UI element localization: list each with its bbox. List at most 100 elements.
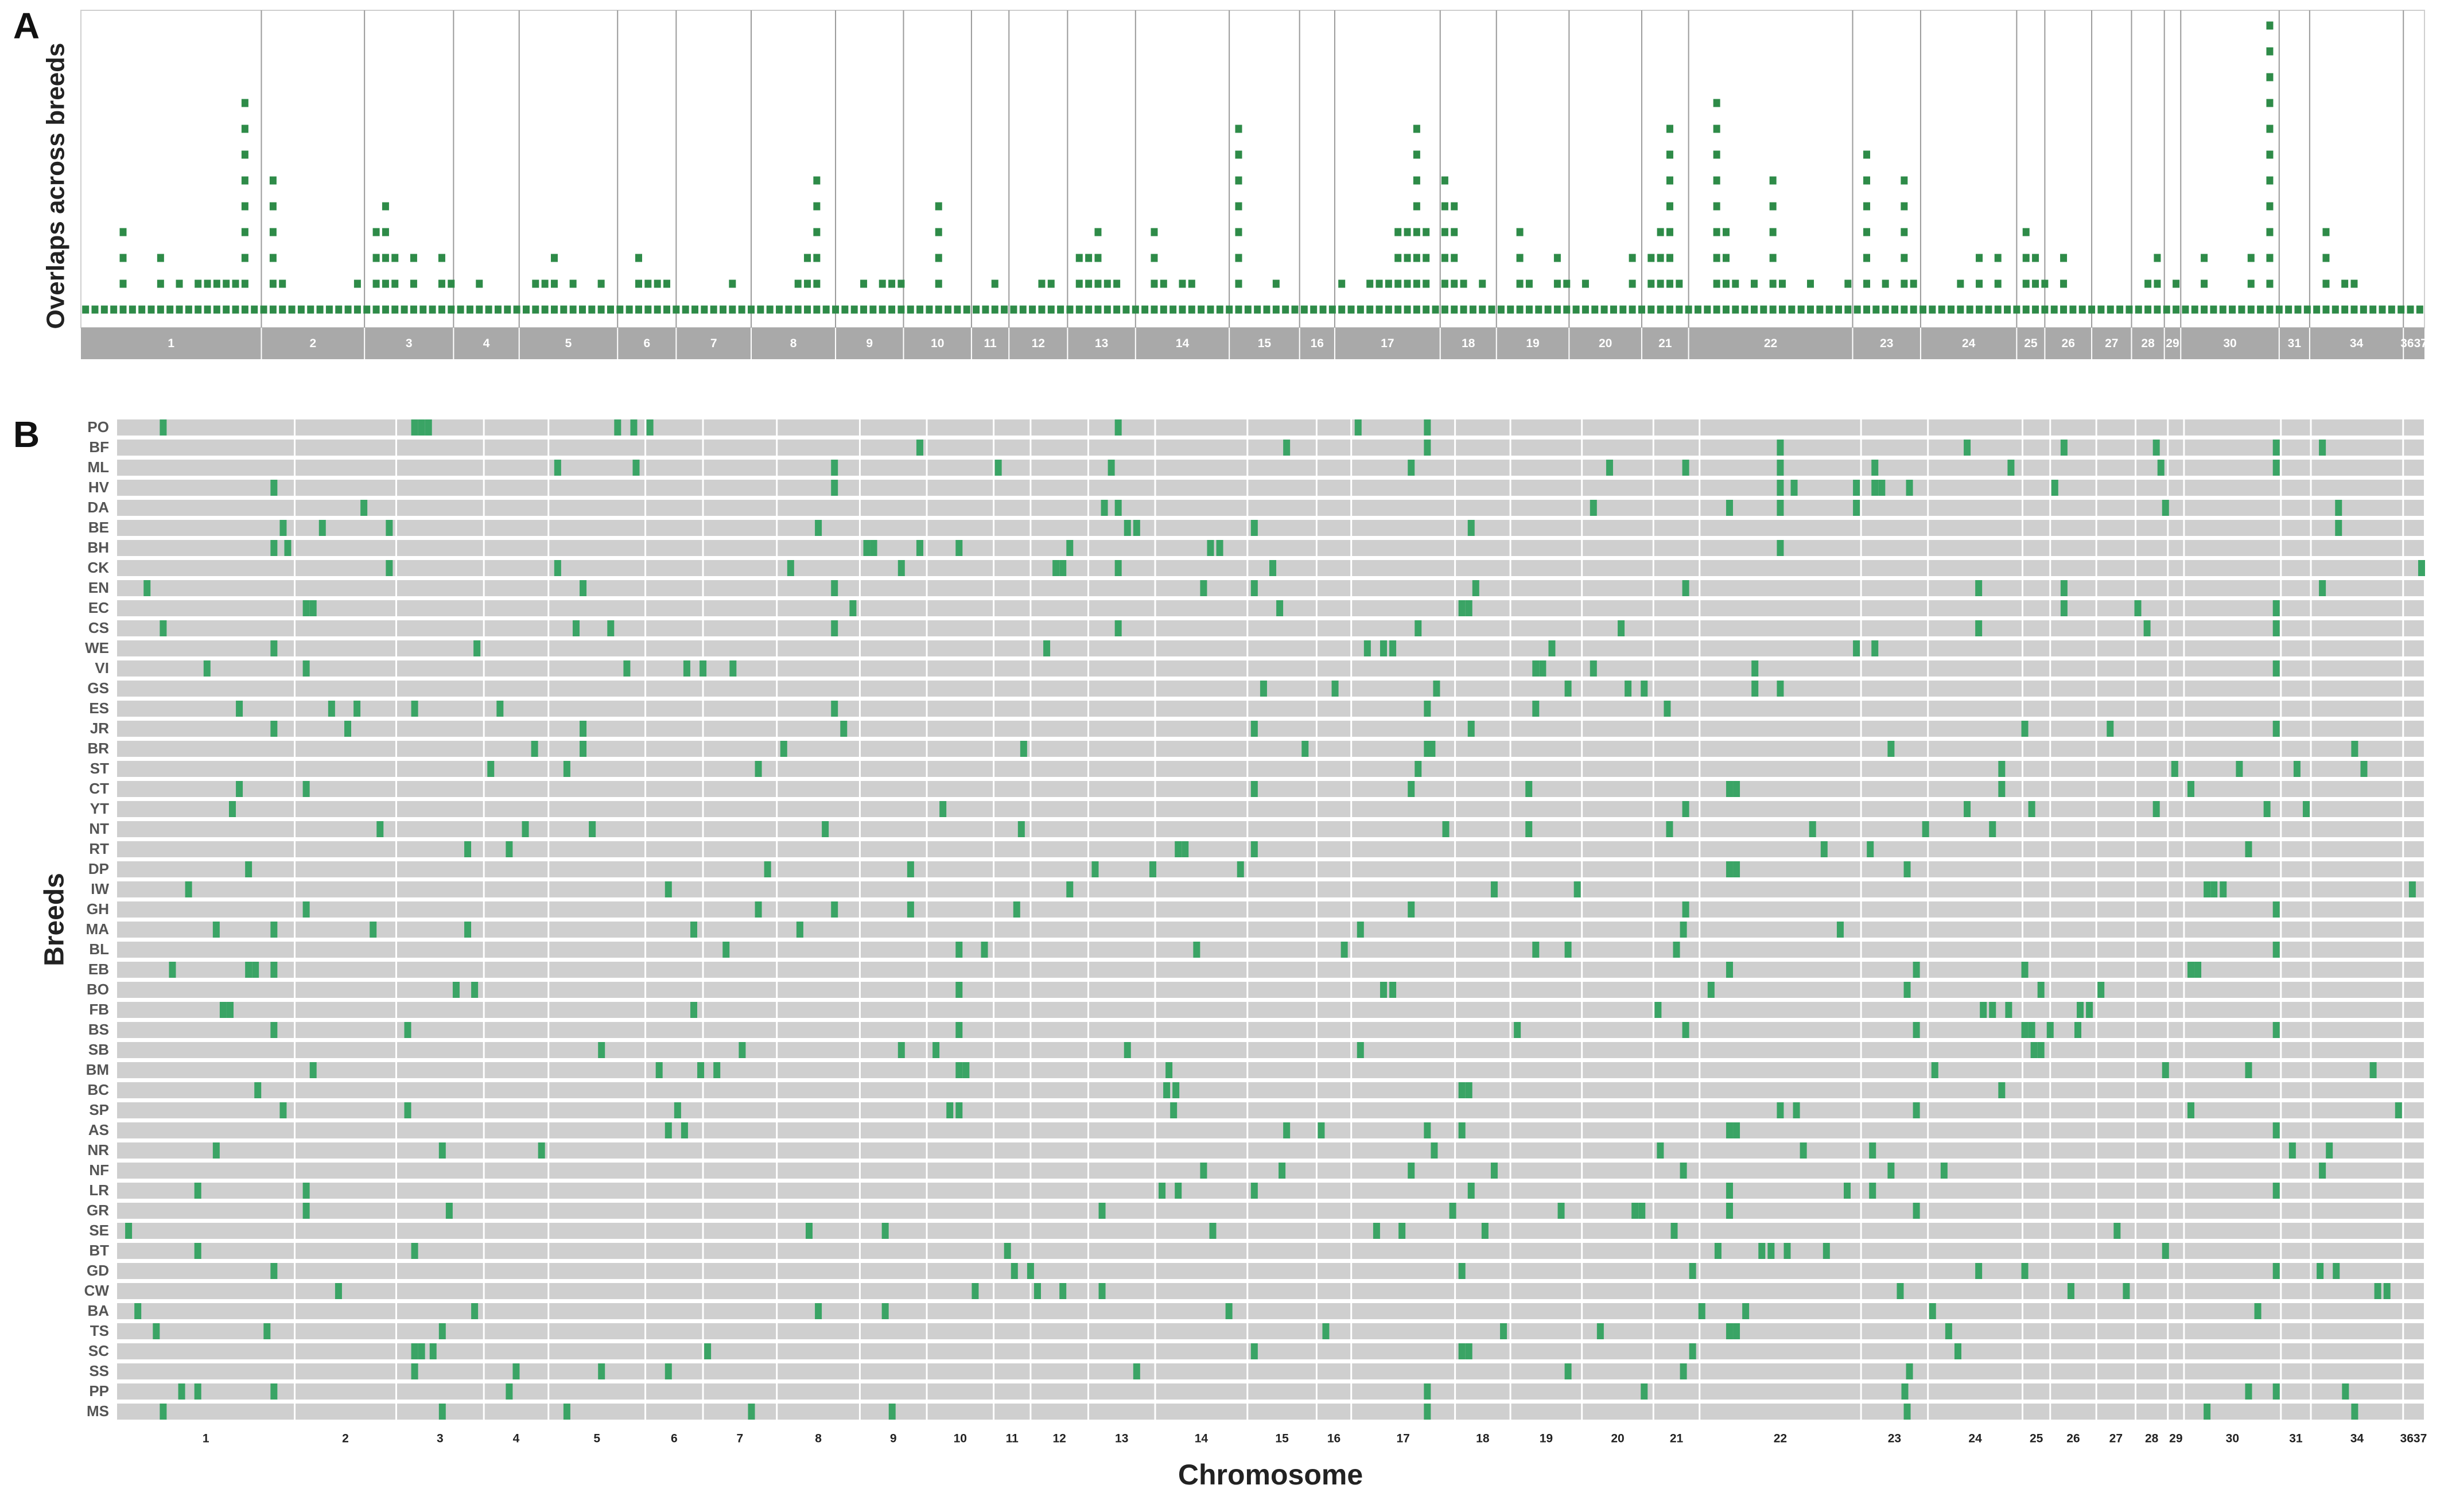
segment-mark xyxy=(1149,861,1156,877)
breed-label: CK xyxy=(87,559,109,576)
dot xyxy=(1085,305,1093,314)
dot xyxy=(757,305,764,314)
dot xyxy=(635,254,642,262)
segment-mark xyxy=(1331,681,1339,697)
dot xyxy=(776,305,783,314)
dot xyxy=(1432,305,1439,314)
dot xyxy=(1882,305,1889,314)
segment-mark xyxy=(665,1122,672,1138)
dot xyxy=(1844,279,1852,288)
dot xyxy=(1029,305,1036,314)
breed-track xyxy=(117,1002,2424,1018)
chromosome-label: 3637 xyxy=(2400,337,2427,350)
segment-mark xyxy=(1790,480,1798,496)
segment-mark xyxy=(143,580,151,596)
dot xyxy=(822,305,830,314)
dot xyxy=(1582,279,1589,288)
dot xyxy=(269,279,277,288)
dot-stack xyxy=(1413,125,1420,314)
breed-track xyxy=(117,962,2424,978)
dot xyxy=(457,305,464,314)
segment-mark xyxy=(1283,1122,1291,1138)
dot xyxy=(1413,176,1420,185)
dot-stack xyxy=(2163,305,2170,314)
segment-mark xyxy=(2245,1383,2252,1400)
breed-label: ES xyxy=(89,699,109,717)
dot xyxy=(1085,254,1093,262)
segment-mark xyxy=(185,881,192,897)
dot xyxy=(1769,279,1777,288)
segment-mark xyxy=(1424,1404,1431,1420)
segment-mark xyxy=(1250,580,1258,596)
dot-stack xyxy=(879,279,886,314)
segment-mark xyxy=(160,1404,167,1420)
segment-mark xyxy=(270,922,278,938)
dot xyxy=(1479,305,1486,314)
dot xyxy=(1019,305,1027,314)
dot xyxy=(1797,305,1805,314)
segment-mark xyxy=(2037,1042,2045,1058)
dot-stack xyxy=(804,254,811,314)
dot xyxy=(1188,279,1195,288)
dot-stack xyxy=(363,305,371,314)
dot-stack xyxy=(1929,305,1936,314)
segment-mark xyxy=(780,741,787,757)
segment-mark xyxy=(2272,1122,2280,1138)
dot xyxy=(2126,305,2133,314)
segment-mark xyxy=(1424,1122,1431,1138)
dot xyxy=(1423,254,1430,262)
dot xyxy=(204,279,211,288)
dot-stack xyxy=(710,305,717,314)
dot xyxy=(2266,21,2274,30)
dot-stack xyxy=(1263,305,1270,314)
segment-mark xyxy=(160,620,167,636)
dot xyxy=(1666,228,1673,236)
dot xyxy=(1806,279,1814,288)
segment-mark xyxy=(2187,962,2194,978)
dot-stack xyxy=(578,305,586,314)
segment-mark xyxy=(623,660,631,677)
dot xyxy=(2266,99,2274,107)
segment-mark xyxy=(1465,1343,1472,1359)
dot-stack xyxy=(1151,228,1158,314)
dot-stack xyxy=(1544,305,1552,314)
segment-mark xyxy=(1170,1102,1178,1118)
dot xyxy=(1038,279,1046,288)
segment-mark xyxy=(897,1042,905,1058)
segment-mark xyxy=(1726,1203,1733,1219)
dot-stack xyxy=(2379,305,2386,314)
dot xyxy=(1582,305,1589,314)
segment-mark xyxy=(632,460,640,476)
dot xyxy=(1404,279,1411,288)
breed-label: BT xyxy=(89,1242,109,1259)
dot-stack xyxy=(560,305,568,314)
segment-mark xyxy=(1408,781,1415,797)
dot xyxy=(1057,305,1064,314)
dot-stack xyxy=(916,305,924,314)
segment-mark xyxy=(607,620,615,636)
breed-label: SC xyxy=(88,1342,109,1359)
segment-mark xyxy=(1408,460,1415,476)
dot xyxy=(578,305,586,314)
dot-stack xyxy=(1441,176,1448,314)
dot-stack xyxy=(607,305,614,314)
dot xyxy=(1103,279,1111,288)
segment-mark xyxy=(1726,962,1733,978)
segment-mark xyxy=(1641,1383,1648,1400)
chromosome-label: 1 xyxy=(203,1432,209,1445)
segment-mark xyxy=(1903,861,1911,877)
segment-mark xyxy=(411,701,418,717)
dot xyxy=(1713,254,1720,262)
segment-mark xyxy=(1250,841,1258,857)
segment-mark xyxy=(2254,1303,2262,1319)
dot xyxy=(635,279,642,288)
segment-mark xyxy=(1408,901,1415,918)
dot-stack xyxy=(2060,254,2068,314)
dot-stack xyxy=(1685,305,1692,314)
segment-mark xyxy=(1301,741,1309,757)
dot-stack xyxy=(1676,279,1683,314)
segment-mark xyxy=(1680,1363,1687,1379)
segment-mark xyxy=(1989,821,1996,837)
dot xyxy=(513,305,520,314)
dot xyxy=(1919,305,1927,314)
